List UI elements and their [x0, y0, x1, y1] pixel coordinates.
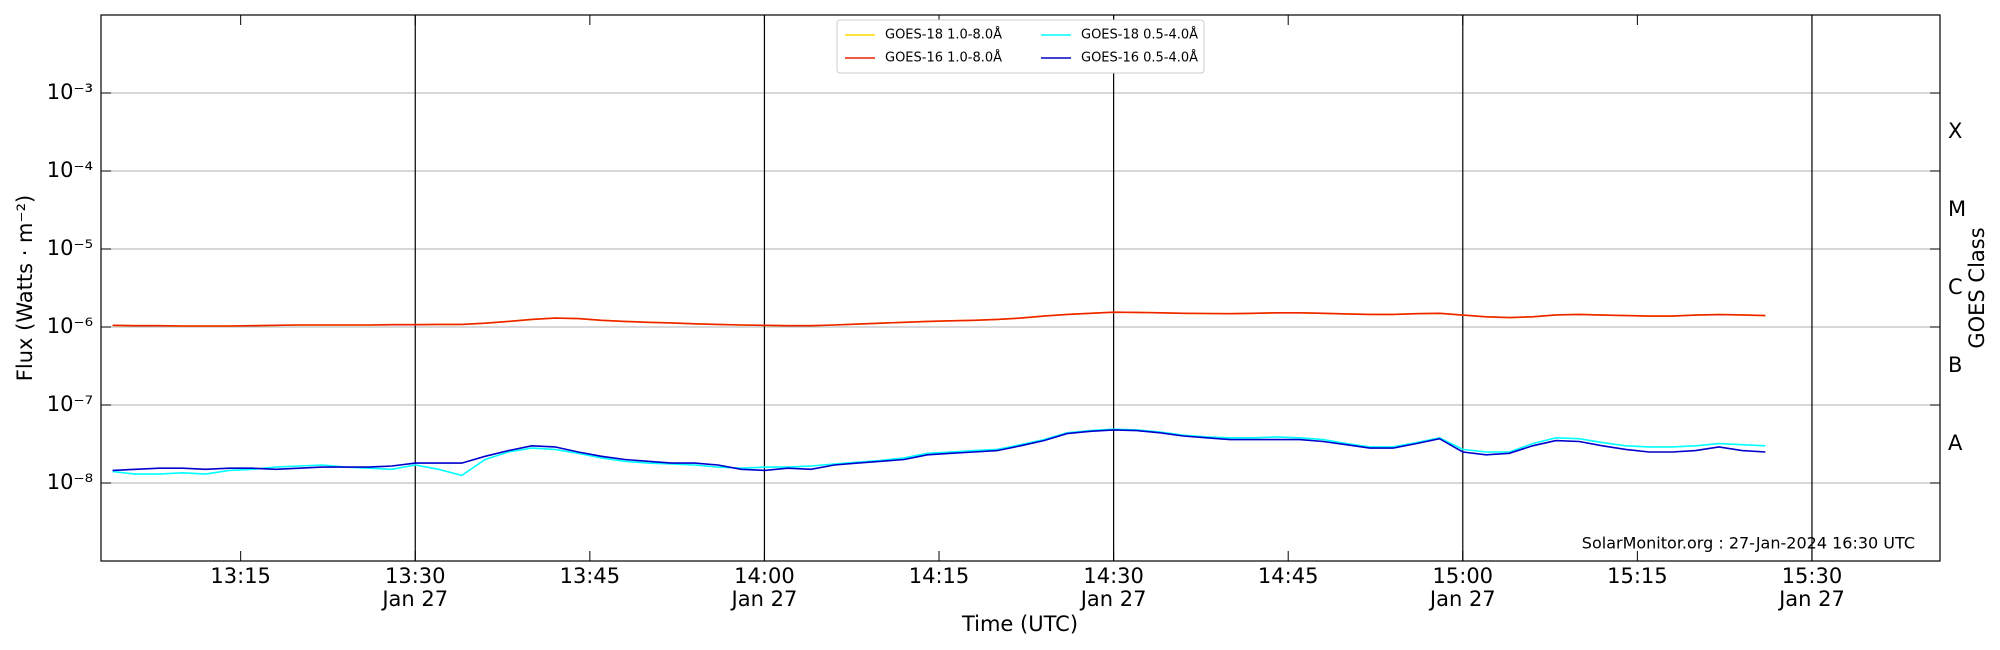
y-tick-label: 10⁻⁴ — [47, 158, 93, 182]
legend-label: GOES-18 1.0-8.0Å — [885, 27, 1002, 43]
y-tick-label: 10⁻⁵ — [47, 236, 93, 260]
series-line — [112, 311, 1766, 327]
y2-tick-label: X — [1948, 119, 1962, 143]
x-tick-label: 13:45 — [560, 564, 621, 588]
x-tick-label: 15:30 — [1782, 564, 1843, 588]
series-line — [112, 428, 1766, 477]
x-tick-label: 14:15 — [909, 564, 970, 588]
x-tick-label: 14:45 — [1258, 564, 1319, 588]
x-tick-label: 14:30 — [1083, 564, 1144, 588]
y2-tick-label: C — [1948, 275, 1963, 299]
legend-label: GOES-16 0.5-4.0Å — [1081, 50, 1198, 66]
series-line — [112, 429, 1766, 472]
plot-frame — [100, 14, 1941, 562]
x-tick-label: 13:30 — [385, 564, 446, 588]
y2-tick-label: A — [1948, 431, 1963, 455]
x-tick-label: 13:15 — [210, 564, 271, 588]
legend-label: GOES-16 1.0-8.0Å — [885, 50, 1002, 66]
x-tick-label: Jan 27 — [1079, 587, 1147, 611]
x-tick-label: 15:00 — [1433, 564, 1494, 588]
y-tick-label: 10⁻³ — [47, 80, 93, 104]
x-tick-label: Jan 27 — [1777, 587, 1845, 611]
x-axis-label: Time (UTC) — [961, 612, 1078, 636]
legend-box — [836, 19, 1205, 74]
x-tick-label: Jan 27 — [1428, 587, 1496, 611]
y2-axis-label: GOES Class — [1965, 227, 1989, 348]
y2-tick-label: M — [1948, 197, 1966, 221]
y-axis-label: Flux (Watts · m⁻²) — [13, 195, 37, 381]
x-tick-label: Jan 27 — [380, 587, 448, 611]
y-tick-label: 10⁻⁶ — [47, 314, 93, 338]
x-tick-label: 14:00 — [734, 564, 795, 588]
y2-tick-label: B — [1948, 353, 1962, 377]
x-tick-label: 15:15 — [1607, 564, 1668, 588]
y-tick-label: 10⁻⁸ — [47, 470, 93, 494]
x-tick-label: Jan 27 — [730, 587, 798, 611]
annotation: SolarMonitor.org : 27-Jan-2024 16:30 UTC — [1582, 534, 1915, 553]
legend-label: GOES-18 0.5-4.0Å — [1081, 27, 1198, 43]
y-tick-label: 10⁻⁷ — [47, 392, 93, 416]
